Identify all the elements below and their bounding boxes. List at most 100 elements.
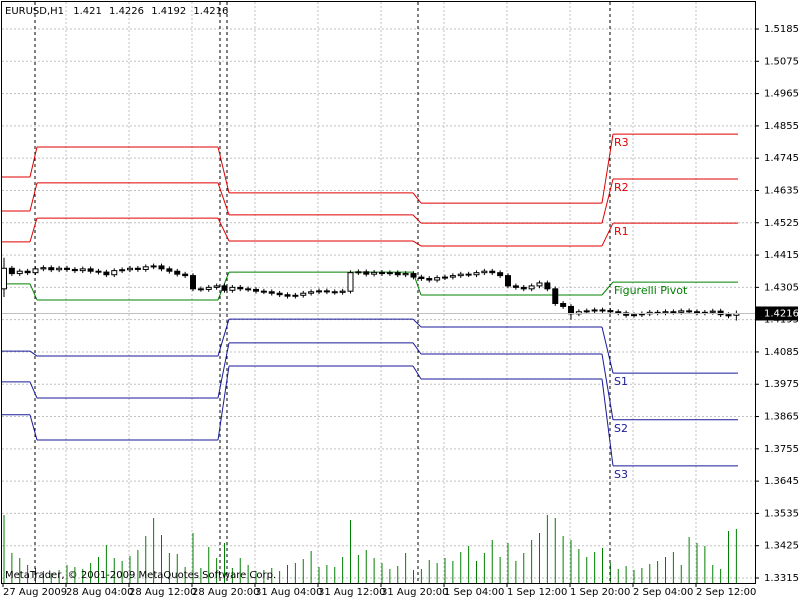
- candle-body: [591, 309, 598, 312]
- candle-body: [150, 265, 157, 268]
- candle-body: [79, 268, 86, 272]
- candle-body: [197, 288, 204, 291]
- y-tick-label: 1.4525: [764, 218, 799, 229]
- level-transition: [412, 214, 422, 224]
- x-tick-label: 2 Sep 04:00: [633, 587, 693, 598]
- candle-body: [284, 294, 291, 297]
- candle-body: [670, 311, 677, 314]
- level-transition: [412, 342, 422, 355]
- candle-body: [8, 267, 15, 275]
- candle-body: [237, 286, 244, 290]
- price-box: [756, 306, 798, 321]
- candle-body: [709, 310, 716, 313]
- candle-body: [379, 271, 385, 275]
- candle-body: [103, 271, 110, 276]
- candle-body: [56, 267, 63, 271]
- candle-body: [300, 292, 307, 296]
- candle-body: [119, 269, 126, 272]
- x-tick-label: 28 Aug 20:00: [192, 587, 259, 598]
- candle-body: [528, 285, 535, 290]
- candle-body: [1, 267, 7, 290]
- candle-body: [410, 273, 417, 278]
- candle-body: [308, 291, 315, 294]
- candle-body: [615, 311, 622, 314]
- y-tick-label: 1.3645: [764, 476, 799, 487]
- candle-body: [363, 271, 370, 275]
- candle-body: [95, 270, 102, 273]
- candle-body: [678, 310, 685, 313]
- candle-body: [205, 286, 212, 290]
- x-tick-label: 27 Aug 2009: [3, 587, 67, 598]
- level-label: R2: [614, 181, 629, 194]
- level-transition: [29, 217, 38, 242]
- level-transition: [601, 353, 614, 420]
- candle-body: [371, 271, 378, 275]
- candle-body: [16, 270, 23, 275]
- volume-layer: [3, 515, 737, 583]
- candle-body: [402, 273, 409, 276]
- level-transition: [217, 318, 230, 357]
- level-label: R1: [614, 225, 629, 238]
- candle-body: [520, 286, 527, 290]
- level-label: Figurelli Pivot: [614, 284, 688, 297]
- candle-body: [536, 282, 543, 287]
- candle-body: [323, 290, 330, 293]
- y-tick-label: 1.5075: [764, 56, 799, 67]
- candle-body: [386, 272, 393, 275]
- symbol: EURUSD,H1: [5, 6, 64, 17]
- x-tick-label: 1 Sep 12:00: [507, 587, 567, 598]
- candle-body: [213, 285, 220, 288]
- x-tick-label: 31 Aug 04:00: [255, 587, 322, 598]
- candle-body: [505, 275, 511, 287]
- candle-body: [174, 270, 181, 275]
- x-tick-label: 1 Sep 20:00: [570, 587, 630, 598]
- candle-body: [292, 294, 299, 297]
- candle-body: [442, 276, 448, 279]
- y-tick-label: 1.3315: [764, 573, 799, 584]
- ohlc-low: 1.4192: [151, 6, 186, 17]
- candle-body: [24, 270, 31, 274]
- candle-body: [127, 267, 133, 271]
- candle-body: [134, 267, 141, 270]
- candle-body: [418, 276, 425, 280]
- y-tick-label: 1.4415: [764, 250, 799, 261]
- level-label: S2: [614, 422, 628, 435]
- candle-body: [260, 290, 267, 293]
- x-tick-label: 31 Aug 20:00: [381, 587, 448, 598]
- level-transition: [217, 365, 230, 441]
- candle-body: [190, 275, 196, 290]
- level-transition: [29, 146, 38, 178]
- candle-body: [717, 310, 724, 316]
- y-tick-label: 1.4745: [764, 153, 799, 164]
- y-tick-label: 1.4305: [764, 282, 799, 293]
- x-tick-label: 31 Aug 12:00: [318, 587, 385, 598]
- x-tick-label: 28 Aug 04:00: [66, 587, 133, 598]
- candle-body: [686, 310, 693, 313]
- candle-body: [347, 272, 354, 292]
- candles: [1, 257, 740, 321]
- candle-body: [497, 272, 504, 277]
- candle-body: [599, 309, 606, 312]
- level-transition: [29, 381, 38, 399]
- level-label: S1: [614, 375, 628, 388]
- level-transition: [412, 192, 422, 204]
- candle-body: [544, 282, 551, 290]
- level-transition: [412, 240, 422, 247]
- candle-body: [229, 286, 236, 291]
- candle-body: [449, 275, 456, 278]
- candle-body: [355, 271, 362, 274]
- x-tick-label: 2 Sep 12:00: [696, 587, 756, 598]
- candle-body: [32, 268, 39, 274]
- candle-body: [583, 310, 590, 313]
- candle-body: [465, 273, 472, 276]
- y-tick-label: 1.4965: [764, 89, 799, 100]
- y-tick-label: 1.3425: [764, 541, 799, 552]
- candle-body: [607, 310, 614, 313]
- level-transition: [217, 146, 230, 193]
- level-transition: [601, 134, 614, 204]
- candle-body: [182, 273, 189, 277]
- candle-body: [631, 314, 637, 317]
- plot-frame: [1, 1, 756, 584]
